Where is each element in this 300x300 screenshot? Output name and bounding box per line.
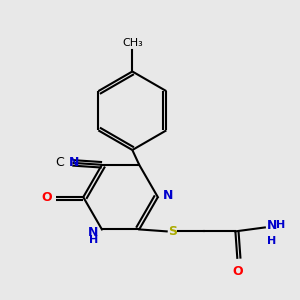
Text: N: N (267, 219, 277, 232)
Text: H: H (89, 236, 98, 245)
Text: N: N (69, 156, 80, 169)
Text: O: O (232, 265, 243, 278)
Text: CH₃: CH₃ (122, 38, 143, 48)
Text: O: O (41, 190, 52, 204)
Text: N: N (88, 226, 98, 239)
Text: H: H (267, 236, 276, 246)
Text: S: S (168, 225, 177, 238)
Text: H: H (276, 220, 285, 230)
Text: N: N (163, 189, 173, 202)
Text: C: C (56, 156, 64, 169)
